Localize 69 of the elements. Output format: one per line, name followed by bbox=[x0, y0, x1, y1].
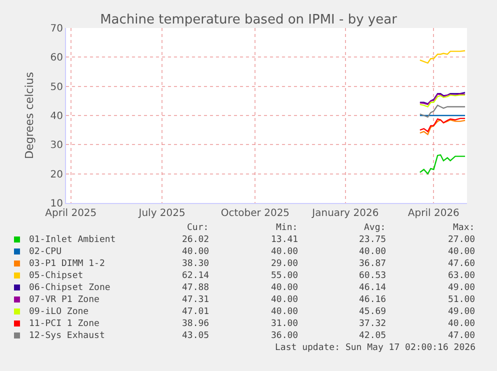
text: 55.00 bbox=[271, 271, 298, 281]
x-tick-label: October 2025 bbox=[220, 208, 290, 219]
text: 47.31 bbox=[182, 295, 210, 305]
legend-label: 11-PCI 1 Zone bbox=[29, 319, 100, 329]
line-series bbox=[419, 50, 466, 64]
legend-label: 12-Sys Exhaust bbox=[29, 331, 105, 341]
line-series bbox=[419, 104, 466, 118]
text: Max: bbox=[453, 223, 475, 233]
x-tick-label: April 2025 bbox=[45, 208, 97, 219]
text: 40.00 bbox=[271, 295, 298, 305]
text: 40.00 bbox=[271, 283, 298, 293]
legend-label: 09-iLO Zone bbox=[29, 307, 89, 317]
y-tick-label: 50 bbox=[50, 82, 63, 93]
text: 42.05 bbox=[359, 331, 386, 341]
text: 36.87 bbox=[359, 259, 386, 269]
text: 38.96 bbox=[182, 319, 210, 329]
text: 37.32 bbox=[359, 319, 386, 329]
y-tick-label: 60 bbox=[50, 52, 63, 64]
text: 29.00 bbox=[271, 259, 298, 269]
legend-label: 07-VR P1 Zone bbox=[29, 295, 100, 305]
line-series bbox=[419, 119, 466, 136]
text: 40.00 bbox=[359, 247, 386, 257]
text: 26.02 bbox=[182, 235, 210, 245]
text: Last update: Sun May 17 02:00:16 2026 bbox=[275, 343, 476, 353]
y-tick-label: 10 bbox=[50, 198, 63, 210]
y-tick-label: 70 bbox=[50, 24, 63, 34]
x-tick-label: April 2026 bbox=[408, 208, 460, 219]
text: 47.88 bbox=[182, 283, 210, 293]
text: 40.00 bbox=[448, 319, 476, 329]
text: 13.41 bbox=[271, 235, 298, 245]
text: 62.14 bbox=[182, 271, 210, 281]
text: 31.00 bbox=[271, 319, 298, 329]
chart-title: Machine temperature based on IPMI - by year bbox=[100, 12, 398, 28]
y-tick-label: 40 bbox=[50, 111, 63, 122]
line-series bbox=[419, 118, 466, 132]
text: 40.00 bbox=[182, 247, 210, 257]
text: Min: bbox=[276, 223, 298, 233]
text: Cur: bbox=[187, 223, 209, 233]
text: 46.16 bbox=[359, 295, 386, 305]
text: 51.00 bbox=[448, 295, 476, 305]
text: 49.00 bbox=[448, 307, 476, 317]
text: 38.30 bbox=[182, 259, 210, 269]
x-tick-label: January 2026 bbox=[311, 208, 379, 219]
legend-label: 02-CPU bbox=[29, 247, 62, 257]
legend-label: 05-Chipset bbox=[29, 271, 84, 281]
y-tick-label: 30 bbox=[50, 140, 63, 152]
text: 36.00 bbox=[271, 331, 298, 341]
text: 49.00 bbox=[448, 283, 476, 293]
legend-label: 03-P1 DIMM 1-2 bbox=[29, 259, 105, 269]
line-series bbox=[419, 154, 466, 174]
text: 40.00 bbox=[448, 247, 476, 257]
y-axis-title: Degrees celcius bbox=[22, 72, 36, 159]
text: 46.14 bbox=[359, 283, 386, 293]
legend-label: 06-Chipset Zone bbox=[29, 283, 110, 293]
text: 47.60 bbox=[448, 259, 476, 269]
text: 40.00 bbox=[271, 247, 298, 257]
text: 27.00 bbox=[448, 235, 476, 245]
text: 43.05 bbox=[182, 331, 210, 341]
y-tick-label: 20 bbox=[50, 169, 63, 180]
text: 60.53 bbox=[359, 271, 386, 281]
text: 23.75 bbox=[359, 235, 386, 245]
text: 47.01 bbox=[182, 307, 210, 317]
text: 47.00 bbox=[448, 331, 476, 341]
text: 40.00 bbox=[271, 307, 298, 317]
text: 63.00 bbox=[448, 271, 476, 281]
text: Avg: bbox=[364, 223, 386, 233]
legend-label: 01-Inlet Ambient bbox=[29, 235, 116, 245]
x-tick-label: July 2025 bbox=[138, 208, 186, 219]
text: 45.69 bbox=[359, 307, 386, 317]
